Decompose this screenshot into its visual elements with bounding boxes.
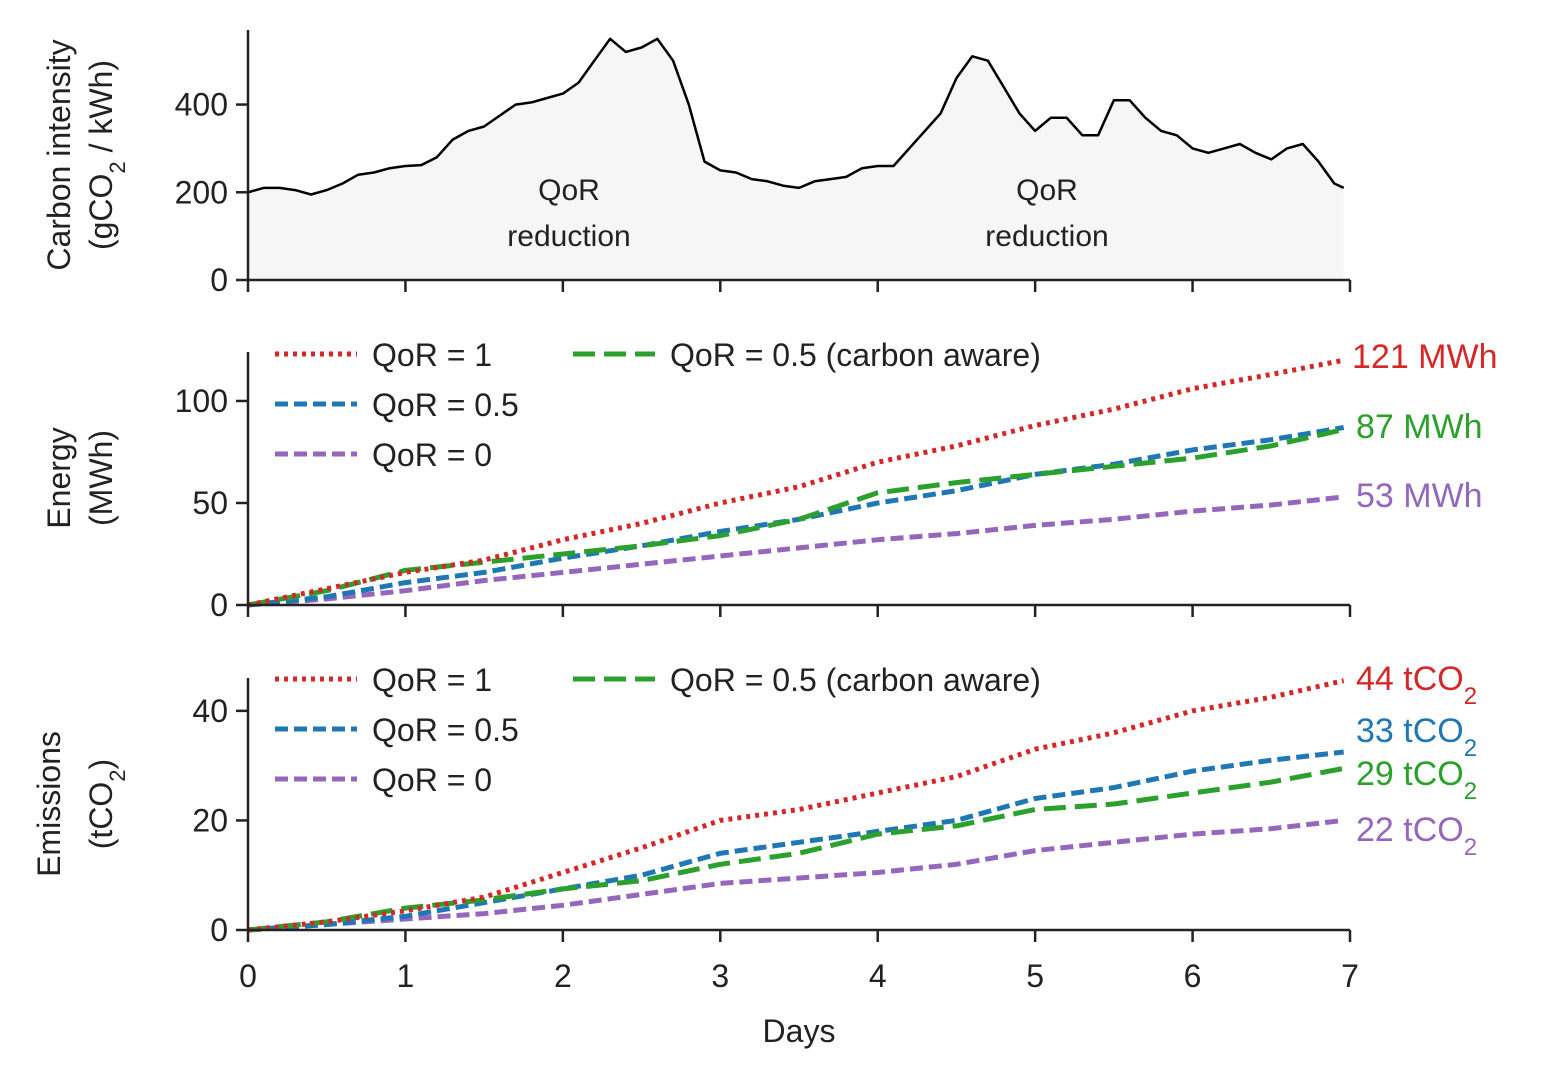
energy-ylabel-line2: (MWh) (83, 430, 119, 526)
energy-y-ticks: 0 50 100 (175, 383, 248, 623)
emissions-end-label-aware-sub: 2 (1464, 778, 1477, 805)
y-tick-label-400: 400 (175, 87, 228, 123)
emissions-ylabel-line1: Emissions (31, 731, 67, 877)
emissions-ylabel-post: ) (83, 759, 119, 770)
carbon-intensity-line (247, 37, 1345, 196)
emissions-end-label-qor0-sub: 2 (1464, 834, 1477, 861)
x-tick-label-3: 3 (711, 958, 729, 994)
emissions-series-qor-0-5 (247, 749, 1344, 933)
emissions-end-label-qor1: 44 tCO2 (1356, 660, 1477, 710)
y-tick-label-0: 0 (210, 587, 228, 623)
y-tick-label-40: 40 (192, 693, 228, 729)
qor-reduction-label-2a: QoR (1016, 174, 1078, 207)
energy-legend-qor0: QoR = 0 (372, 437, 492, 473)
emissions-end-label-qor05: 33 tCO2 (1356, 712, 1477, 762)
qor-reduction-label-1b: reduction (507, 220, 630, 253)
qor-reduction-label-1a: QoR (538, 174, 600, 207)
emissions-end-label-qor05-pre: 33 tCO (1356, 712, 1464, 750)
energy-panel: 0 50 100 Energy (MWh) QoR = 1 QoR = 0.5 Qo… (41, 337, 1498, 623)
emissions-x-ticks: 0 1 2 3 4 5 6 7 (239, 930, 1359, 994)
energy-legend-qor05: QoR = 0.5 (372, 387, 519, 423)
emissions-legend-qor05: QoR = 0.5 (372, 712, 519, 748)
emissions-legend-aware: QoR = 0.5 (carbon aware) (670, 662, 1041, 698)
emissions-series (247, 678, 1345, 933)
emissions-end-label-qor1-sub: 2 (1464, 683, 1477, 710)
x-tick-label-1: 1 (397, 958, 415, 994)
energy-end-label-qor1: 121 MWh (1352, 338, 1498, 376)
emissions-end-label-qor0-pre: 22 tCO (1356, 811, 1464, 849)
y-tick-label-0: 0 (210, 912, 228, 948)
y-tick-label-100: 100 (175, 383, 228, 419)
x-tick-label-7: 7 (1341, 958, 1359, 994)
carbon-ylabel-pre: (gCO (83, 174, 119, 250)
carbon-ylabel-line1: Carbon intensity (41, 39, 77, 270)
emissions-series-qor-1 (247, 678, 1345, 933)
x-tick-label-4: 4 (869, 958, 887, 994)
energy-legend-aware: QoR = 0.5 (carbon aware) (670, 337, 1041, 373)
emissions-legend-qor0: QoR = 0 (372, 762, 492, 798)
x-tick-label-5: 5 (1026, 958, 1044, 994)
y-tick-label-50: 50 (192, 485, 228, 521)
carbon-x-ticks (246, 280, 1352, 292)
emissions-end-label-qor05-sub: 2 (1464, 735, 1477, 762)
emissions-legend-qor1: QoR = 1 (372, 662, 492, 698)
emissions-ylabel-line2: (tCO2) (83, 759, 130, 849)
y-tick-label-200: 200 (175, 174, 228, 210)
carbon-ylabel-line2: (gCO2 / kWh) (83, 60, 130, 250)
energy-series (247, 357, 1345, 608)
qor-reduction-label-2b: reduction (985, 220, 1108, 253)
x-tick-label-6: 6 (1184, 958, 1202, 994)
energy-end-label-aware: 87 MWh (1356, 408, 1483, 446)
emissions-y-ticks: 0 20 40 (192, 693, 248, 948)
energy-x-ticks (246, 605, 1352, 617)
x-tick-label-2: 2 (554, 958, 572, 994)
carbon-ylabel-sub: 2 (105, 161, 130, 173)
carbon-intensity-area (248, 38, 1344, 280)
energy-end-label-qor0: 53 MWh (1356, 477, 1483, 515)
emissions-end-label-aware: 29 tCO2 (1356, 755, 1477, 805)
emissions-ylabel-pre: (tCO (83, 782, 119, 850)
emissions-end-label-qor0: 22 tCO2 (1356, 811, 1477, 861)
x-tick-label-0: 0 (239, 958, 257, 994)
energy-series-qor-0-5-carbon-aware- (247, 427, 1345, 608)
carbon-y-ticks: 0 200 400 (175, 87, 248, 298)
carbon-intensity-panel: QoR reduction QoR reduction 0 200 400 Carb… (41, 30, 1352, 298)
y-tick-label-0: 0 (210, 262, 228, 298)
y-tick-label-20: 20 (192, 802, 228, 838)
emissions-legend: QoR = 1 QoR = 0.5 QoR = 0 QoR = 0.5 (car… (275, 662, 1041, 798)
emissions-xlabel: Days (763, 1013, 836, 1049)
emissions-end-label-qor1-pre: 44 tCO (1356, 660, 1464, 698)
emissions-series-qor-0 (247, 817, 1344, 933)
emissions-end-label-aware-pre: 29 tCO (1356, 755, 1464, 793)
emissions-ylabel-sub: 2 (105, 769, 130, 781)
energy-series-qor-0 (247, 494, 1344, 608)
energy-legend-qor1: QoR = 1 (372, 337, 492, 373)
energy-legend: QoR = 1 QoR = 0.5 QoR = 0 QoR = 0.5 (car… (275, 337, 1041, 473)
energy-ylabel-line1: Energy (41, 427, 77, 528)
carbon-ylabel-post: / kWh) (83, 60, 119, 161)
